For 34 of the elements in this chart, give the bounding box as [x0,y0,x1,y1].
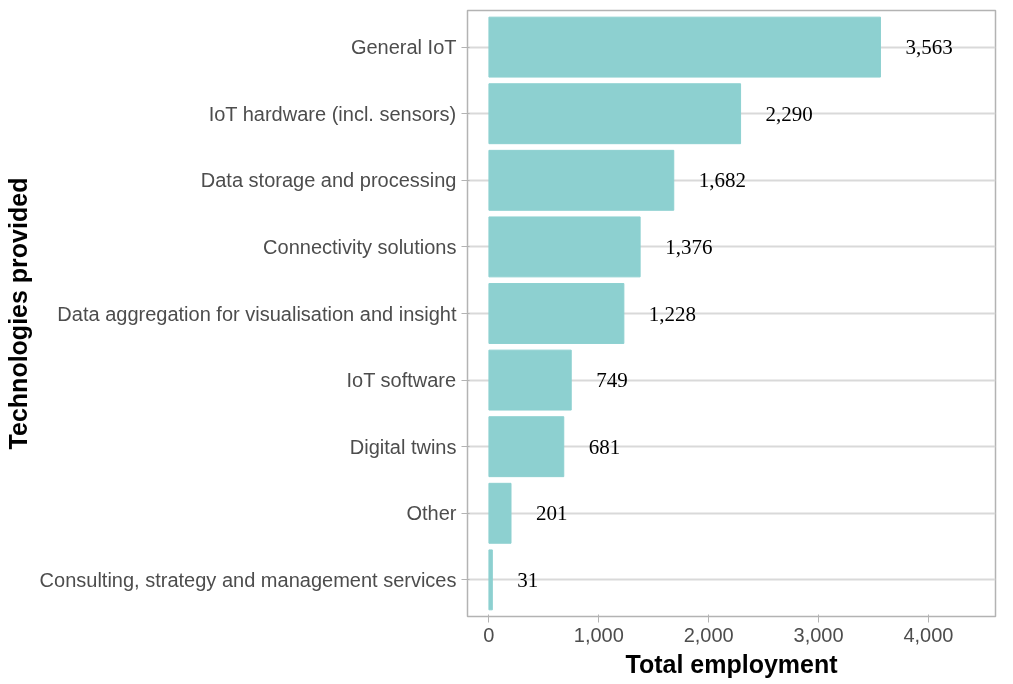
bar [488,416,565,478]
y-axis-title: Technologies provided [3,177,32,450]
bar [488,16,881,78]
y-tick-label: IoT software [346,369,457,392]
y-tick-label: Connectivity solutions [263,235,457,258]
x-tick-label: 4,000 [903,623,954,646]
data-label: 201 [536,501,568,526]
bar [488,283,625,344]
data-label: 749 [596,368,628,393]
bar [488,83,742,145]
bar [488,349,572,411]
bar [488,549,493,611]
y-tick-label: Other [406,502,457,525]
y-tick-label: IoT hardware (incl. sensors) [208,102,457,125]
data-label: 1,228 [648,301,697,326]
data-label: 1,376 [665,234,713,259]
y-tick-label: Digital twins [349,435,457,458]
data-label: 681 [588,434,621,459]
data-label: 3,563 [905,35,953,60]
bar [488,482,512,544]
y-tick-label: Consulting, strategy and management services [39,568,457,591]
data-label: 1,682 [698,168,747,193]
x-tick-label: 0 [483,623,495,646]
x-tick-label: 3,000 [793,623,844,646]
data-label: 31 [517,567,539,592]
x-axis-title: Total employment [625,649,839,678]
y-tick-label: Data storage and processing [200,169,457,192]
data-label: 2,290 [765,101,813,126]
bar [488,216,641,278]
x-tick-label: 2,000 [683,623,734,646]
y-tick-label: Data aggregation for visualisation and insight [57,302,457,325]
y-tick-label: General IoT [350,36,457,59]
x-tick-label: 1,000 [573,623,624,646]
bar [488,149,675,211]
